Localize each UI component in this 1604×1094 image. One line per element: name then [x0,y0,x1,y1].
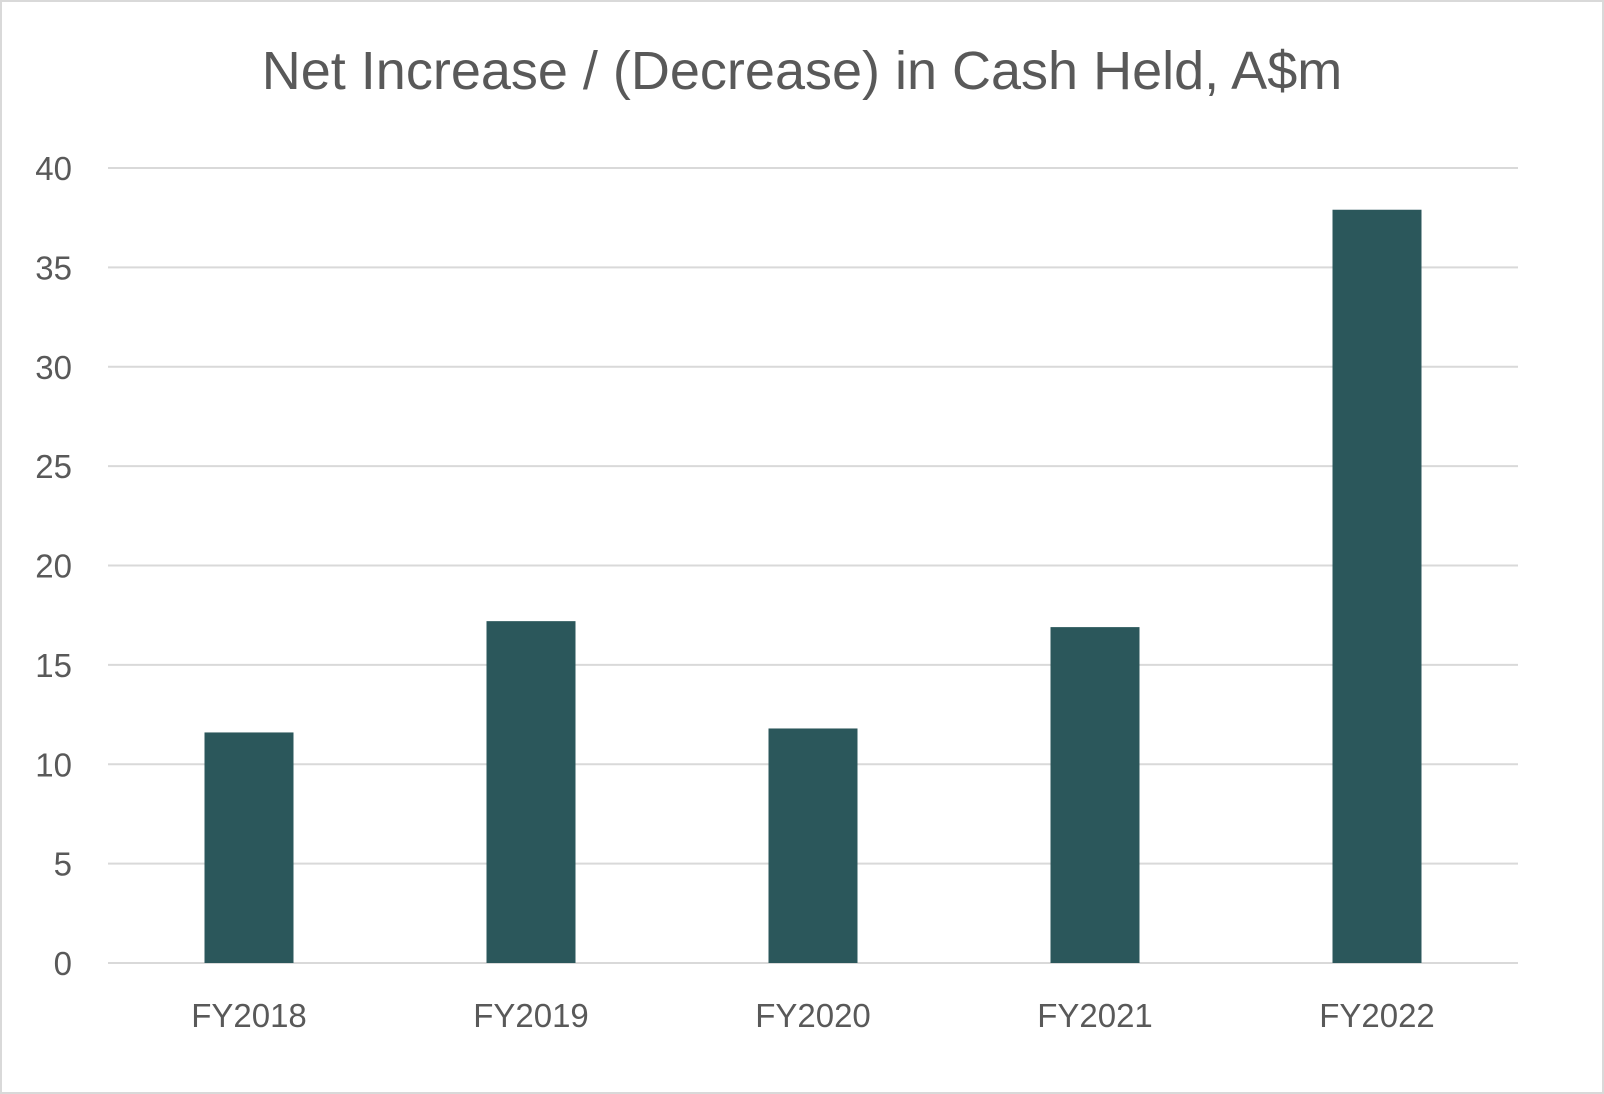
y-tick-label: 15 [35,647,72,684]
y-tick-label: 40 [35,150,72,187]
y-axis-tick-labels: 0 5 10 15 20 25 30 35 40 [35,150,72,982]
y-tick-label: 20 [35,548,72,585]
chart-title: Net Increase / (Decrease) in Cash Held, … [261,41,1343,101]
y-tick-label: 0 [54,945,72,982]
y-tick-label: 10 [35,746,72,783]
y-tick-label: 5 [54,846,72,883]
bar-fy2018 [204,732,294,963]
x-tick-label: FY2022 [1319,997,1435,1034]
x-axis-tick-labels: FY2018 FY2019 FY2020 FY2021 FY2022 [191,997,1435,1034]
bar-fy2020 [768,728,858,963]
x-tick-label: FY2018 [191,997,307,1034]
bars [204,209,1422,964]
x-tick-label: FY2021 [1037,997,1153,1034]
y-tick-label: 30 [35,349,72,386]
bar-fy2021 [1050,627,1140,963]
bar-fy2022 [1332,209,1422,964]
y-tick-label: 25 [35,448,72,485]
y-tick-label: 35 [35,249,72,286]
x-tick-label: FY2019 [473,997,589,1034]
x-tick-label: FY2020 [755,997,871,1034]
bar-fy2019 [486,621,576,963]
